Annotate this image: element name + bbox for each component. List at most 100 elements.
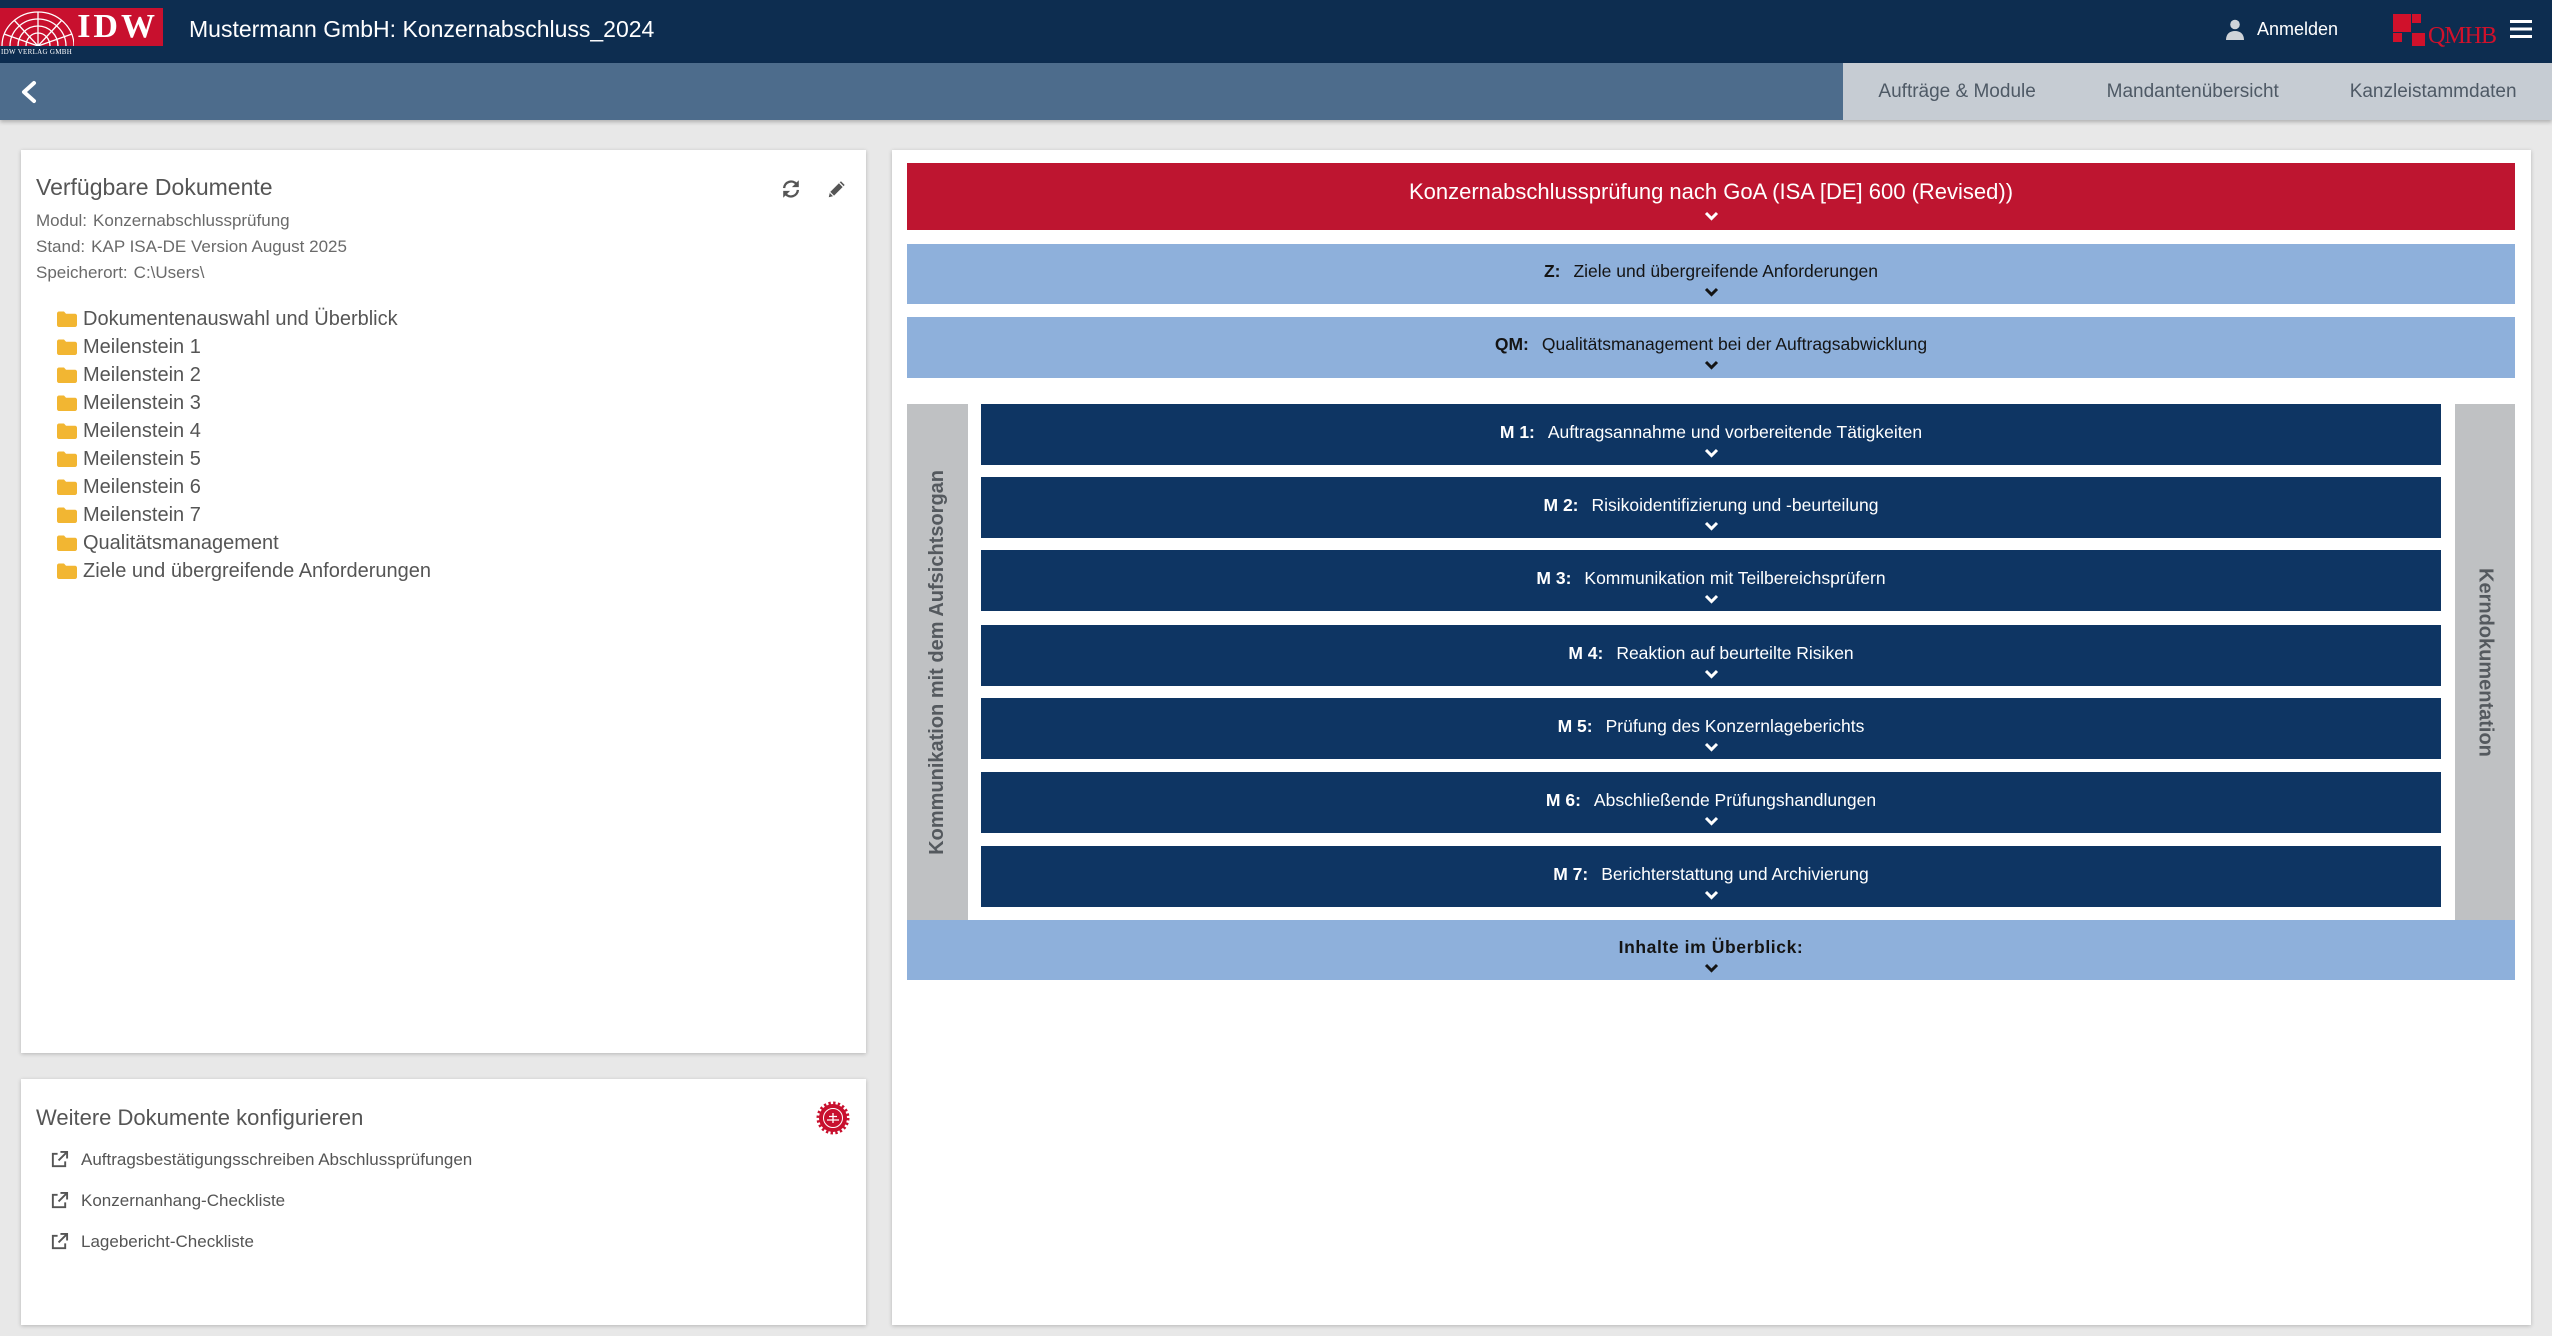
milestone-label: Reaktion auf beurteilte Risiken (1616, 643, 1854, 663)
milestone-title: M 6: Abschließende Prüfungshandlungen (1546, 789, 1876, 811)
core-documentation-column[interactable]: Kerndokumentation (2455, 404, 2515, 920)
folder-item[interactable]: Meilenstein 5 (57, 445, 431, 473)
seal-badge-button[interactable] (816, 1101, 850, 1135)
folder-item[interactable]: Meilenstein 4 (57, 417, 431, 445)
hamburger-icon[interactable] (2510, 20, 2532, 38)
meta-location: Speicherort: C:\Users\ (36, 260, 347, 286)
login-label: Anmelden (2257, 18, 2339, 39)
folder-label: Meilenstein 2 (83, 363, 201, 386)
chevron-down-icon[interactable] (1704, 594, 1719, 604)
chevron-down-icon[interactable] (1704, 963, 1719, 973)
chevron-down-icon[interactable] (1704, 890, 1719, 900)
objectives-title: Z: Ziele und übergreifende Anforderungen (1544, 260, 1878, 282)
supervisory-communication-label: Kommunikation mit dem Aufsichtsorgan (926, 469, 948, 855)
chevron-down-icon[interactable] (1704, 211, 1719, 221)
audit-header-bar[interactable]: Konzernabschlussprüfung nach GoA (ISA [D… (907, 163, 2515, 230)
chevron-down-icon[interactable] (1704, 287, 1719, 297)
chevron-down-icon[interactable] (1704, 360, 1719, 370)
milestone-label: Auftragsannahme und vorbereitende Tätigk… (1547, 422, 1923, 442)
edit-button[interactable] (826, 178, 848, 200)
process-map-panel: Konzernabschlussprüfung nach GoA (ISA [D… (892, 150, 2531, 1325)
documents-panel-title: Verfügbare Dokumente (36, 174, 273, 200)
objectives-bar[interactable]: Z: Ziele und übergreifende Anforderungen (907, 244, 2515, 304)
folder-item[interactable]: Meilenstein 1 (57, 333, 431, 361)
qmhb-squares-graphic (2393, 14, 2425, 46)
tab-auftraege-module[interactable]: Aufträge & Module (1878, 80, 2036, 102)
milestone-4-bar[interactable]: M 4: Reaktion auf beurteilte Risiken (981, 625, 2441, 686)
meta-label: Modul: (36, 211, 88, 230)
document-link-label: Konzernanhang-Checkliste (81, 1190, 286, 1210)
milestone-6-bar[interactable]: M 6: Abschließende Prüfungshandlungen (981, 772, 2441, 833)
folder-item[interactable]: Ziele und übergreifende Anforderungen (57, 557, 431, 585)
configurable-documents-list: Auftragsbestätigungsschreiben Abschlussp… (50, 1139, 472, 1262)
meta-value: C:\Users\ (133, 263, 205, 282)
milestone-label: Abschließende Prüfungshandlungen (1593, 790, 1877, 810)
folder-label: Meilenstein 6 (83, 475, 201, 498)
folder-item[interactable]: Meilenstein 3 (57, 389, 431, 417)
chevron-down-icon[interactable] (1704, 816, 1719, 826)
milestone-label: Berichterstattung und Archivierung (1601, 864, 1869, 884)
core-documentation-label: Kerndokumentation (2474, 567, 2497, 757)
configure-documents-panel: Weitere Dokumente konfigurieren Auftrags… (21, 1079, 866, 1325)
folder-item[interactable]: Meilenstein 2 (57, 361, 431, 389)
document-link[interactable]: Lagebericht-Checkliste (50, 1221, 472, 1262)
milestone-3-bar[interactable]: M 3: Kommunikation mit Teilbereichsprüfe… (981, 550, 2441, 611)
document-link[interactable]: Konzernanhang-Checkliste (50, 1180, 472, 1221)
external-link-icon (51, 1150, 69, 1168)
milestone-2-bar[interactable]: M 2: Risikoidentifizierung und -beurteil… (981, 477, 2441, 538)
pencil-icon[interactable] (826, 178, 848, 200)
folder-icon (57, 507, 77, 523)
folder-label: Qualitätsmanagement (83, 531, 279, 554)
chevron-left-icon[interactable] (18, 80, 40, 104)
back-button[interactable] (18, 80, 40, 104)
folder-item[interactable]: Meilenstein 6 (57, 473, 431, 501)
milestone-label: Risikoidentifizierung und -beurteilung (1591, 495, 1879, 515)
folder-label: Ziele und übergreifende Anforderungen (83, 559, 432, 582)
document-metadata: Modul: Konzernabschlussprüfung Stand: KAP … (36, 208, 347, 286)
tab-kanzleistammdaten[interactable]: Kanzleistammdaten (2349, 80, 2517, 102)
meta-module: Modul: Konzernabschlussprüfung (36, 208, 347, 234)
quality-management-bar[interactable]: QM: Qualitätsmanagement bei der Auftrags… (907, 317, 2515, 378)
folder-icon (57, 479, 77, 495)
chevron-down-icon[interactable] (1704, 669, 1719, 679)
milestone-title: M 1: Auftragsannahme und vorbereitende T… (1500, 421, 1922, 443)
row-code: QM: (1494, 334, 1529, 354)
external-link-icon (51, 1232, 69, 1250)
milestone-code: M 1: (1499, 422, 1535, 442)
meta-value: KAP ISA-DE Version August 2025 (91, 237, 347, 256)
supervisory-communication-column[interactable]: Kommunikation mit dem Aufsichtsorgan (907, 404, 968, 920)
folder-label: Meilenstein 3 (83, 391, 201, 414)
folder-item[interactable]: Meilenstein 7 (57, 501, 431, 529)
meta-version: Stand: KAP ISA-DE Version August 2025 (36, 234, 347, 260)
row-code: Z: (1543, 261, 1561, 281)
folder-label: Meilenstein 4 (83, 419, 201, 442)
chevron-down-icon[interactable] (1704, 742, 1719, 752)
logo-subtext: IDW VERLAG GMBH (1, 48, 73, 56)
milestone-code: M 3: (1536, 568, 1572, 588)
folder-tree: Dokumentenauswahl und Überblick Meilenst… (57, 305, 431, 585)
seal-badge-icon[interactable] (816, 1101, 850, 1135)
tab-mandantenuebersicht[interactable]: Mandantenübersicht (2106, 80, 2279, 102)
milestone-1-bar[interactable]: M 1: Auftragsannahme und vorbereitende T… (981, 404, 2441, 465)
meta-label: Speicherort: (36, 263, 128, 282)
folder-item[interactable]: Qualitätsmanagement (57, 529, 431, 557)
milestone-5-bar[interactable]: M 5: Prüfung des Konzernlageberichts (981, 698, 2441, 759)
row-label: Qualitätsmanagement bei der Auftragsabwi… (1541, 334, 1928, 354)
chevron-down-icon[interactable] (1704, 521, 1719, 531)
milestone-code: M 7: (1553, 864, 1589, 884)
sub-navigation: Aufträge & Module Mandantenübersicht Kan… (0, 63, 2552, 120)
overview-bar[interactable]: Inhalte im Überblick: (907, 920, 2515, 980)
folder-item[interactable]: Dokumentenauswahl und Überblick (57, 305, 431, 333)
qmhb-logo-text: QMHB (2428, 23, 2497, 49)
document-link[interactable]: Auftragsbestätigungsschreiben Abschlussp… (50, 1139, 472, 1180)
refresh-button[interactable] (780, 178, 802, 200)
hamburger-menu-button[interactable] (2510, 20, 2532, 38)
milestone-7-bar[interactable]: M 7: Berichterstattung und Archivierung (981, 846, 2441, 907)
page-title: Mustermann GmbH: Konzernabschluss_2024 (189, 16, 655, 42)
login-button[interactable]: Anmelden (2226, 0, 2338, 63)
refresh-icon[interactable] (780, 178, 802, 200)
chevron-down-icon[interactable] (1704, 448, 1719, 458)
folder-icon (57, 395, 77, 411)
main-tabs: Aufträge & Module Mandantenübersicht Kan… (1843, 63, 2552, 120)
milestone-title: M 4: Reaktion auf beurteilte Risiken (1568, 642, 1853, 664)
